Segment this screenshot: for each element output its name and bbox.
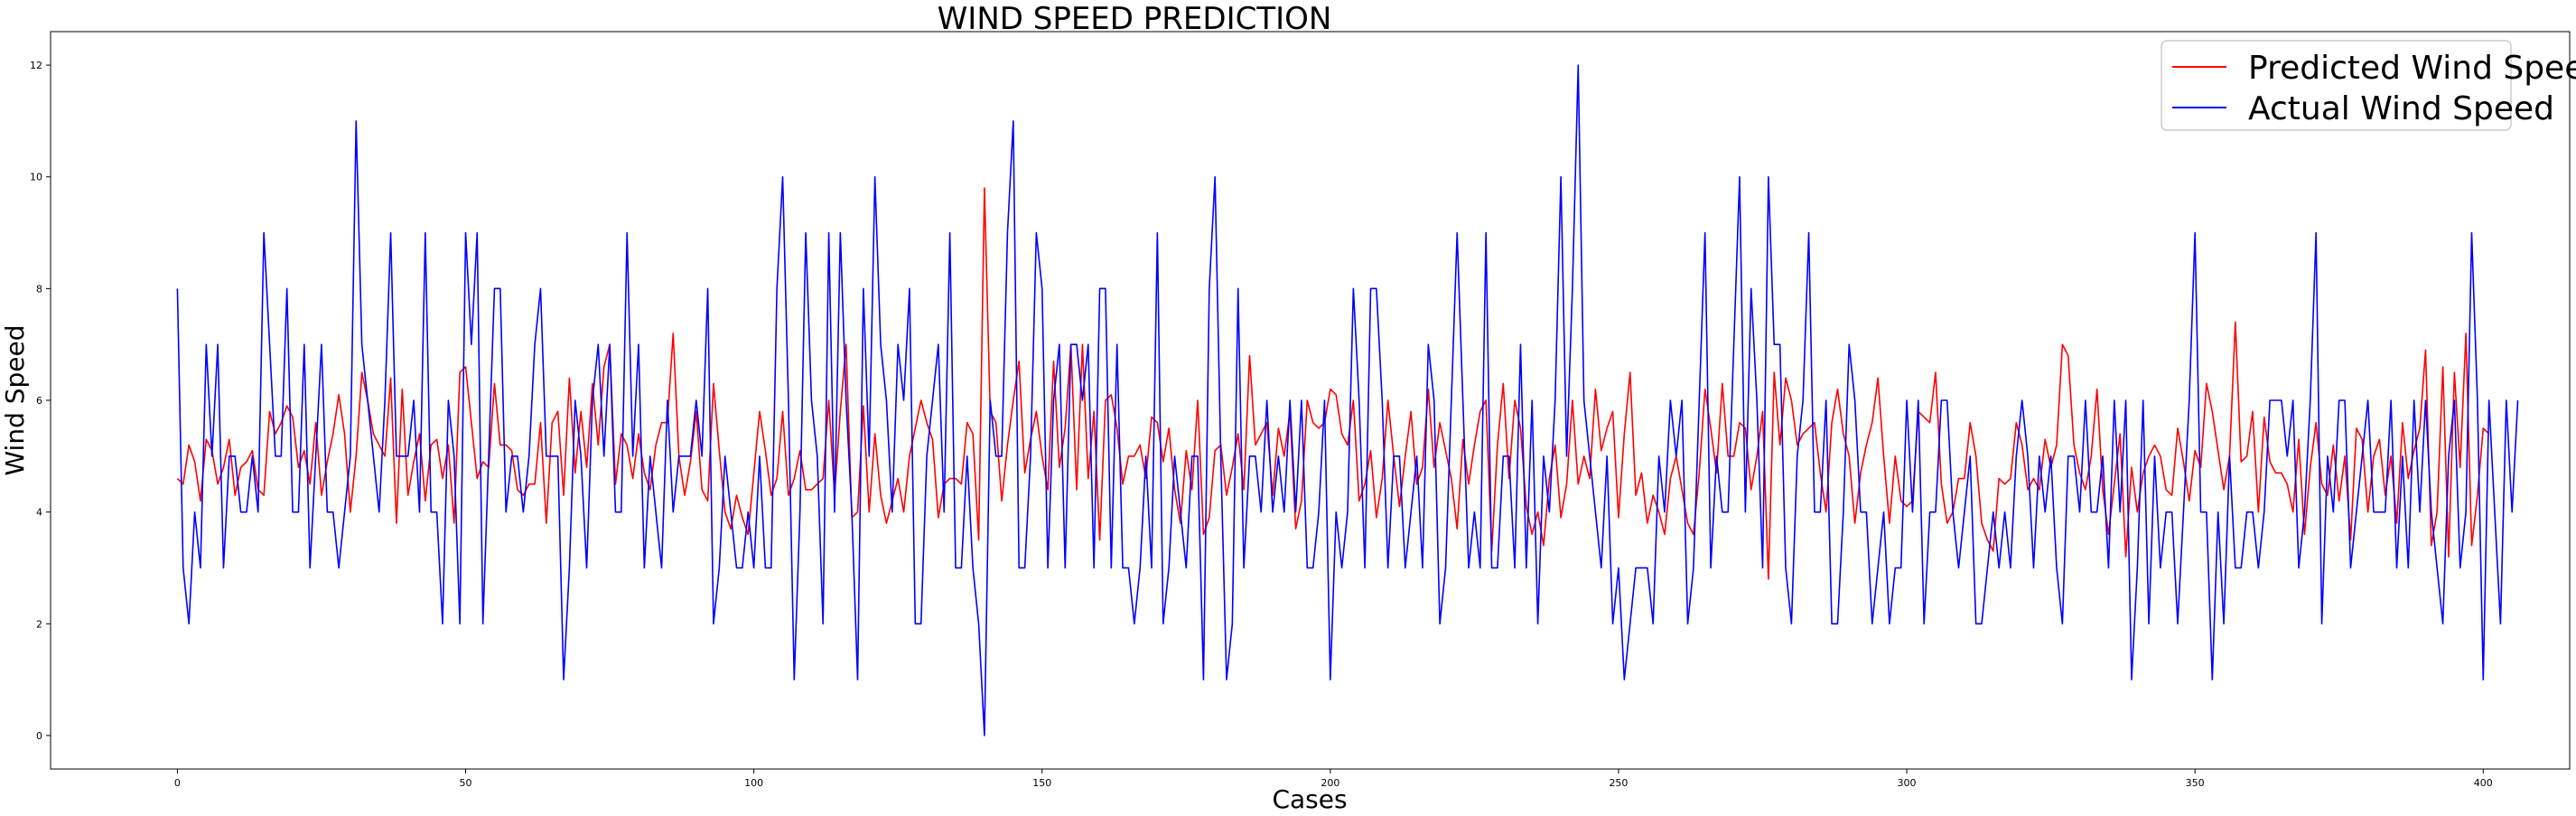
y-axis-label: Wind Speed — [0, 324, 30, 475]
legend-box — [2161, 40, 2512, 131]
y-tick-label: 12 — [30, 60, 42, 71]
series-layer — [176, 64, 2519, 736]
y-tick-label: 6 — [36, 395, 42, 407]
series-line-actual — [176, 64, 2519, 736]
legend-label-predicted: Predicted Wind Speed — [2248, 50, 2576, 87]
x-tick-label: 150 — [1032, 777, 1051, 789]
y-tick-label: 10 — [30, 172, 42, 183]
series-line-predicted — [176, 187, 2490, 580]
chart-title: WIND SPEED PREDICTION — [938, 1, 1332, 37]
x-tick-label: 0 — [174, 777, 181, 789]
legend: Predicted Wind Speed Actual Wind Speed — [2161, 40, 2576, 131]
x-tick-label: 300 — [1898, 777, 1917, 789]
x-tick-label: 400 — [2474, 777, 2493, 789]
x-tick-label: 50 — [460, 777, 472, 789]
y-tick-label: 2 — [36, 618, 42, 630]
y-tick-label: 4 — [36, 507, 42, 519]
x-axis-ticks: 0 50 100 150 200 250 300 350 400 — [174, 769, 2493, 789]
x-tick-label: 100 — [744, 777, 763, 789]
plot-area — [50, 31, 2571, 770]
y-axis-ticks: 0 2 4 6 8 10 12 — [30, 60, 51, 742]
y-tick-label: 0 — [36, 730, 42, 742]
x-tick-label: 250 — [1609, 777, 1628, 789]
x-tick-label: 350 — [2186, 777, 2205, 789]
y-tick-label: 8 — [36, 283, 42, 295]
x-tick-label: 200 — [1321, 777, 1339, 789]
legend-label-actual: Actual Wind Speed — [2248, 90, 2554, 127]
x-axis-label: Cases — [1272, 784, 1347, 814]
